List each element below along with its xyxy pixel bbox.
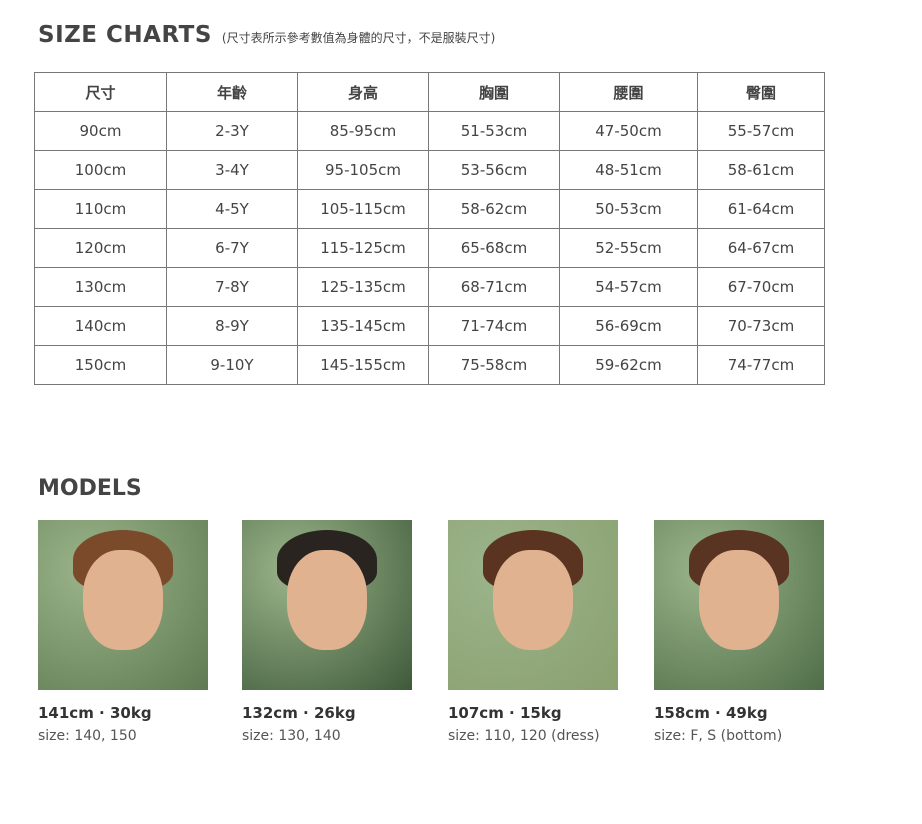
face-shape <box>287 550 367 650</box>
table-cell: 140cm <box>34 306 167 346</box>
table-cell: 7-8Y <box>166 267 298 307</box>
model-stats: 132cm · 26kg <box>242 704 356 722</box>
table-cell: 56-69cm <box>559 306 698 346</box>
table-cell: 90cm <box>34 111 167 151</box>
table-cell: 130cm <box>34 267 167 307</box>
size-chart-title: SIZE CHARTS <box>38 22 212 48</box>
table-cell: 59-62cm <box>559 345 698 385</box>
table-cell: 70-73cm <box>697 306 825 346</box>
model-photo <box>38 520 208 690</box>
model-size: size: 140, 150 <box>38 728 137 744</box>
column-header: 年齡 <box>166 72 298 112</box>
table-cell: 48-51cm <box>559 150 698 190</box>
table-cell: 6-7Y <box>166 228 298 268</box>
table-cell: 150cm <box>34 345 167 385</box>
model-stats: 141cm · 30kg <box>38 704 152 722</box>
table-cell: 47-50cm <box>559 111 698 151</box>
table-cell: 61-64cm <box>697 189 825 229</box>
table-cell: 58-61cm <box>697 150 825 190</box>
column-header: 身高 <box>297 72 429 112</box>
table-cell: 50-53cm <box>559 189 698 229</box>
table-cell: 53-56cm <box>428 150 560 190</box>
table-cell: 55-57cm <box>697 111 825 151</box>
table-cell: 58-62cm <box>428 189 560 229</box>
model-card: 132cm · 26kg size: 130, 140 <box>242 520 412 744</box>
table-cell: 54-57cm <box>559 267 698 307</box>
table-cell: 3-4Y <box>166 150 298 190</box>
table-cell: 135-145cm <box>297 306 429 346</box>
table-cell: 52-55cm <box>559 228 698 268</box>
column-header: 腰圍 <box>559 72 698 112</box>
face-shape <box>83 550 163 650</box>
table-cell: 67-70cm <box>697 267 825 307</box>
table-cell: 8-9Y <box>166 306 298 346</box>
model-size: size: 130, 140 <box>242 728 341 744</box>
table-row: 90cm 2-3Y 85-95cm 51-53cm 47-50cm 55-57cm <box>34 111 825 151</box>
model-photo <box>654 520 824 690</box>
model-size: size: F, S (bottom) <box>654 728 783 744</box>
table-cell: 95-105cm <box>297 150 429 190</box>
model-card: 141cm · 30kg size: 140, 150 <box>38 520 208 744</box>
column-header: 胸圍 <box>428 72 560 112</box>
size-chart-note: (尺寸表所示參考數值為身體的尺寸，不是服裝尺寸) <box>221 31 496 45</box>
table-cell: 100cm <box>34 150 167 190</box>
table-row: 140cm 8-9Y 135-145cm 71-74cm 56-69cm 70-73cm <box>34 306 825 346</box>
table-cell: 65-68cm <box>428 228 560 268</box>
size-chart-table: 尺寸 年齡 身高 胸圍 腰圍 臀圍 90cm 2-3Y 85-95cm 51-53cm 47-50… <box>34 72 825 385</box>
table-row: 100cm 3-4Y 95-105cm 53-56cm 48-51cm 58-61cm <box>34 150 825 190</box>
model-stats: 107cm · 15kg <box>448 704 562 722</box>
table-cell: 64-67cm <box>697 228 825 268</box>
size-chart-header: SIZE CHARTS (尺寸表所示參考數值為身體的尺寸，不是服裝尺寸) <box>38 22 495 48</box>
table-row: 150cm 9-10Y 145-155cm 75-58cm 59-62cm 74-77cm <box>34 345 825 385</box>
table-cell: 85-95cm <box>297 111 429 151</box>
column-header: 臀圍 <box>697 72 825 112</box>
model-size: size: 110, 120 (dress) <box>448 728 600 744</box>
table-row: 130cm 7-8Y 125-135cm 68-71cm 54-57cm 67-70cm <box>34 267 825 307</box>
model-card: 158cm · 49kg size: F, S (bottom) <box>654 520 824 744</box>
model-photo <box>448 520 618 690</box>
model-stats: 158cm · 49kg <box>654 704 768 722</box>
table-cell: 145-155cm <box>297 345 429 385</box>
table-cell: 68-71cm <box>428 267 560 307</box>
table-cell: 74-77cm <box>697 345 825 385</box>
table-cell: 9-10Y <box>166 345 298 385</box>
face-shape <box>699 550 779 650</box>
model-card: 107cm · 15kg size: 110, 120 (dress) <box>448 520 618 744</box>
table-row: 120cm 6-7Y 115-125cm 65-68cm 52-55cm 64-67cm <box>34 228 825 268</box>
table-row: 110cm 4-5Y 105-115cm 58-62cm 50-53cm 61-64cm <box>34 189 825 229</box>
table-cell: 115-125cm <box>297 228 429 268</box>
table-cell: 105-115cm <box>297 189 429 229</box>
column-header: 尺寸 <box>34 72 167 112</box>
table-cell: 4-5Y <box>166 189 298 229</box>
table-cell: 51-53cm <box>428 111 560 151</box>
table-cell: 120cm <box>34 228 167 268</box>
face-shape <box>493 550 573 650</box>
table-cell: 110cm <box>34 189 167 229</box>
table-header-row: 尺寸 年齡 身高 胸圍 腰圍 臀圍 <box>34 72 825 112</box>
model-photo <box>242 520 412 690</box>
table-cell: 75-58cm <box>428 345 560 385</box>
models-title: MODELS <box>38 476 142 501</box>
table-cell: 125-135cm <box>297 267 429 307</box>
table-cell: 71-74cm <box>428 306 560 346</box>
table-cell: 2-3Y <box>166 111 298 151</box>
